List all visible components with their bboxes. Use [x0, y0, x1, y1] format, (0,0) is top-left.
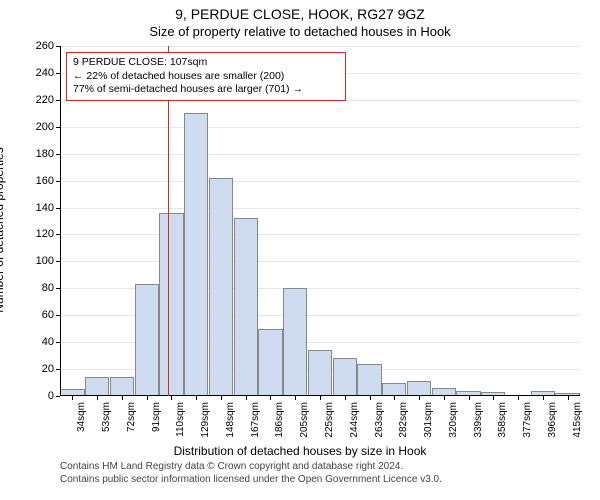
histogram-bar: [110, 377, 134, 396]
x-tick-mark: [518, 396, 519, 400]
x-tick-mark: [493, 396, 494, 400]
y-tick-label: 220: [14, 94, 54, 106]
gridline: [60, 234, 580, 235]
gridline: [60, 46, 580, 47]
x-axis-line: [60, 395, 580, 396]
gridline: [60, 261, 580, 262]
footer-line-1: Contains HM Land Registry data © Crown c…: [60, 461, 442, 474]
gridline: [60, 154, 580, 155]
x-tick-mark: [419, 396, 420, 400]
y-axis-label: Number of detached properties: [0, 65, 6, 230]
y-tick-label: 260: [14, 40, 54, 52]
histogram-bar: [333, 358, 357, 396]
y-tick-label: 200: [14, 121, 54, 133]
chart-footer: Contains HM Land Registry data © Crown c…: [60, 461, 442, 486]
histogram-bar: [382, 383, 406, 396]
y-tick-label: 160: [14, 175, 54, 187]
histogram-bar: [209, 178, 233, 396]
y-tick-label: 240: [14, 67, 54, 79]
x-tick-mark: [444, 396, 445, 400]
y-tick-label: 80: [14, 282, 54, 294]
annotation-line-1: 9 PERDUE CLOSE: 107sqm: [73, 56, 339, 70]
x-tick-mark: [72, 396, 73, 400]
x-tick-mark: [196, 396, 197, 400]
y-tick-label: 140: [14, 202, 54, 214]
y-tick-label: 180: [14, 148, 54, 160]
x-axis-label: Distribution of detached houses by size …: [0, 444, 600, 458]
x-tick-mark: [246, 396, 247, 400]
footer-line-2: Contains public sector information licen…: [60, 474, 442, 487]
x-tick-mark: [543, 396, 544, 400]
y-axis-line: [60, 46, 61, 396]
histogram-bar: [159, 213, 183, 396]
histogram-bar: [234, 218, 258, 396]
histogram-bar: [407, 381, 431, 396]
x-tick-mark: [568, 396, 569, 400]
x-tick-mark: [171, 396, 172, 400]
y-tick-label: 20: [14, 363, 54, 375]
x-tick-mark: [147, 396, 148, 400]
gridline: [60, 208, 580, 209]
x-tick-mark: [221, 396, 222, 400]
chart-title: 9, PERDUE CLOSE, HOOK, RG27 9GZ: [0, 6, 600, 22]
y-tick-mark: [56, 396, 60, 397]
y-tick-label: 120: [14, 228, 54, 240]
annotation-line-2: ← 22% of detached houses are smaller (20…: [73, 70, 339, 84]
histogram-bar: [357, 364, 381, 396]
histogram-bar: [258, 329, 282, 396]
annotation-box: 9 PERDUE CLOSE: 107sqm ← 22% of detached…: [66, 52, 346, 101]
x-tick-mark: [122, 396, 123, 400]
histogram-bar: [283, 288, 307, 396]
x-tick-mark: [370, 396, 371, 400]
x-tick-mark: [320, 396, 321, 400]
histogram-bar: [184, 113, 208, 396]
y-tick-label: 40: [14, 336, 54, 348]
histogram-bar: [85, 377, 109, 396]
plot-area: 34sqm53sqm72sqm91sqm110sqm129sqm148sqm16…: [60, 46, 580, 396]
x-tick-mark: [469, 396, 470, 400]
chart-subtitle: Size of property relative to detached ho…: [0, 24, 600, 39]
x-tick-mark: [270, 396, 271, 400]
annotation-line-3: 77% of semi-detached houses are larger (…: [73, 83, 339, 97]
y-tick-label: 0: [14, 390, 54, 402]
y-tick-label: 60: [14, 309, 54, 321]
histogram-bar: [308, 350, 332, 396]
y-tick-label: 100: [14, 255, 54, 267]
property-size-chart: 9, PERDUE CLOSE, HOOK, RG27 9GZ Size of …: [0, 0, 600, 500]
x-tick-mark: [394, 396, 395, 400]
x-tick-mark: [295, 396, 296, 400]
histogram-bar: [135, 284, 159, 396]
x-tick-mark: [97, 396, 98, 400]
gridline: [60, 127, 580, 128]
gridline: [60, 181, 580, 182]
x-tick-mark: [345, 396, 346, 400]
